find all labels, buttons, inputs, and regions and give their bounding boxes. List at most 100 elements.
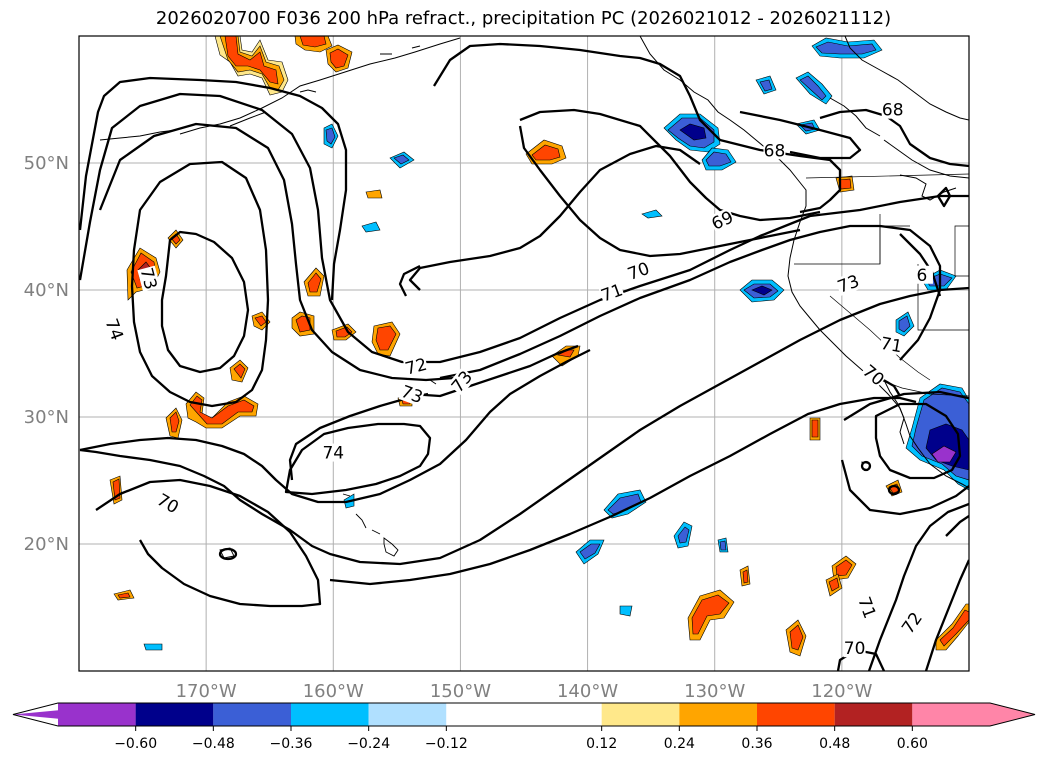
precip-patch <box>165 407 183 439</box>
contour-label-bg <box>398 381 426 407</box>
contour-line-73-west <box>130 160 270 408</box>
contour-label-bg <box>708 207 737 233</box>
precip-patch <box>905 383 969 491</box>
lon-tick-label: 130°W <box>684 681 745 702</box>
contour-label: 74 <box>322 444 344 464</box>
precip-patch <box>739 279 785 303</box>
precip-patch <box>294 36 333 53</box>
contour-line-72-band <box>439 224 942 380</box>
precip-negative-layer <box>143 37 969 651</box>
precip-patch <box>701 147 737 171</box>
contour-line-69-band <box>519 108 821 222</box>
contour-label: 72 <box>403 355 429 380</box>
precip-patch <box>835 175 855 193</box>
lon-tick-label: 160°W <box>303 681 364 702</box>
contour-line-ring-north <box>398 264 421 297</box>
contour-line-71-east-outer <box>840 459 969 516</box>
colorbar-tick-label: −0.24 <box>347 736 390 752</box>
colorbar-extend-high <box>990 703 1035 726</box>
colorbar-tick-label: 0.48 <box>819 736 850 752</box>
contour-label-bg <box>322 443 345 462</box>
axis-tick-labels: 170°W 160°W 150°W 140°W 130°W 120°W 20°N 30°N 40… <box>24 153 873 702</box>
colorbar-segment <box>446 703 602 726</box>
precip-patch <box>687 589 735 641</box>
precip-patch <box>361 221 381 233</box>
precip-patch <box>303 267 325 297</box>
contour-label-bg <box>859 361 888 390</box>
precip-patch <box>365 189 383 199</box>
precip-patch <box>663 113 721 153</box>
precip-patch <box>795 71 833 105</box>
precip-patch <box>525 139 567 165</box>
precip-patch <box>113 589 135 601</box>
contour-line-71-south <box>79 286 969 566</box>
colorbar-tick-label: 0.60 <box>897 736 928 752</box>
contour-line-70-south <box>95 478 322 608</box>
contour-line-71-east-south <box>867 502 969 671</box>
precip-patch <box>811 37 883 59</box>
contour-line-69 <box>433 42 842 214</box>
precip-patch <box>371 321 401 357</box>
contour-label: 6 <box>917 266 928 286</box>
contour-line-east-upper <box>899 233 942 297</box>
precip-patch <box>551 345 581 367</box>
precip-patch <box>641 209 663 219</box>
contour-line-70-east-ring <box>874 402 962 480</box>
contour-line-68-ne <box>819 108 969 168</box>
colorbar-tick-label: −0.60 <box>114 736 157 752</box>
precip-patch <box>755 75 777 95</box>
contour-label-bg <box>843 639 866 658</box>
colorbar-tick-label: 0.24 <box>664 736 695 752</box>
colorbar-segment <box>213 703 291 726</box>
contour-label-bg <box>881 100 904 119</box>
contour-line-71-south2 <box>329 396 917 586</box>
contour-label-bg <box>625 258 652 284</box>
precip-patch <box>185 391 259 429</box>
map-frame <box>78 35 970 672</box>
contour-label-bg <box>598 280 626 305</box>
contour-label: 74 <box>101 316 127 343</box>
gridlines <box>79 36 969 671</box>
contour-line-74-south <box>284 422 432 496</box>
contour-label: 73 <box>835 271 862 297</box>
contour-label-bg <box>763 141 786 160</box>
precip-patch <box>575 539 605 565</box>
contour-label-bg <box>153 490 183 517</box>
precip-patch <box>809 417 821 441</box>
contour-label: 70 <box>625 259 652 285</box>
contour-label: 72 <box>898 609 927 638</box>
contour-line-east-right <box>945 515 969 537</box>
contour-line-72-east-south <box>924 559 969 671</box>
colorbar-segment <box>912 703 990 726</box>
precip-patch <box>825 573 843 597</box>
contour-label: 68 <box>882 101 904 121</box>
contour-line-68-east <box>739 110 862 160</box>
contour-label-bg <box>834 271 862 296</box>
contour-label: 71 <box>598 280 625 306</box>
contour-label: 70 <box>858 361 887 390</box>
contour-line-73-band <box>409 344 579 398</box>
precip-patch <box>229 359 249 383</box>
contour-line-70-west <box>79 76 348 301</box>
lon-tick-label: 140°W <box>557 681 618 702</box>
lat-tick-label: 30°N <box>24 407 69 428</box>
contour-label: 69 <box>709 207 737 234</box>
precip-patch <box>785 619 807 657</box>
refractivity-contours <box>79 42 969 671</box>
precip-patch <box>717 537 729 553</box>
precip-patch <box>619 605 633 617</box>
contour-line-72-west <box>98 122 455 382</box>
contour-label: 71 <box>879 334 904 357</box>
colorbar-segment <box>679 703 757 726</box>
lat-tick-label: 40°N <box>24 280 69 301</box>
precip-patch <box>323 123 339 149</box>
precip-patch <box>673 521 693 549</box>
islands <box>219 377 871 559</box>
precip-patch <box>895 311 915 337</box>
lon-tick-label: 170°W <box>176 681 237 702</box>
contour-label: 70 <box>844 639 866 659</box>
precip-patch <box>325 44 353 73</box>
lon-tick-label: 120°W <box>811 681 872 702</box>
colorbar-tick-label: 0.12 <box>586 736 617 752</box>
